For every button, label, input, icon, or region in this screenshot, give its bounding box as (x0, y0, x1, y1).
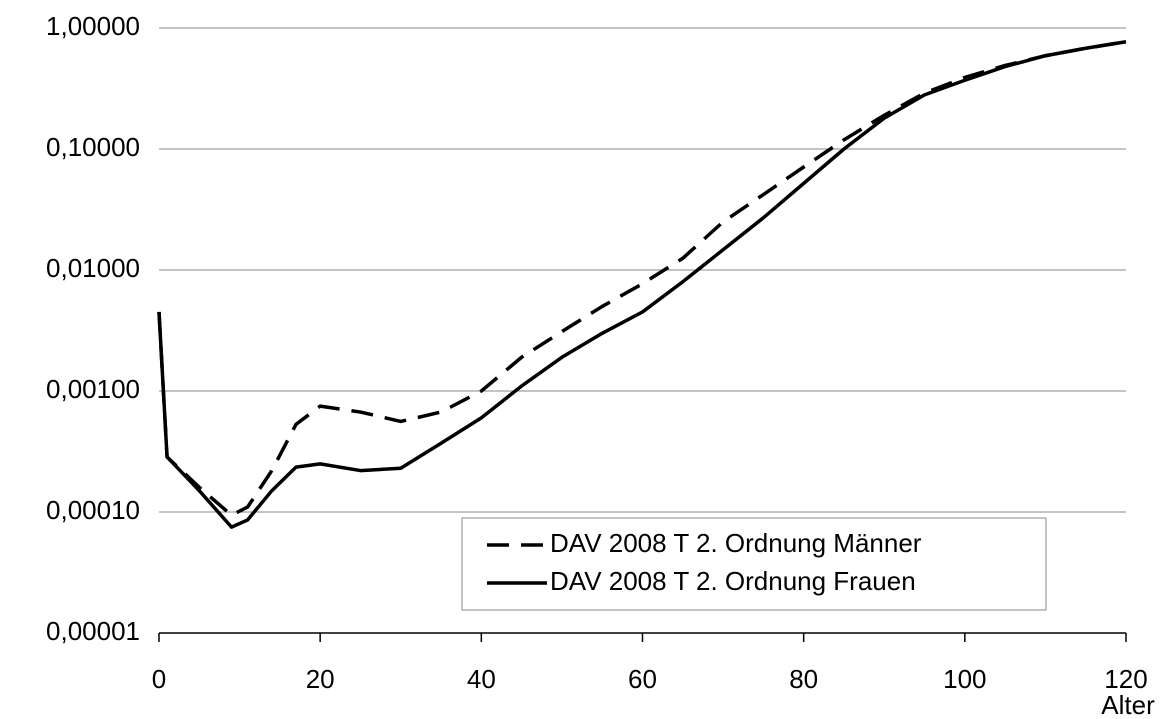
legend-label: DAV 2008 T 2. Ordnung Männer (550, 528, 922, 558)
y-tick-label: 0,00100 (46, 374, 140, 404)
x-tick-label: 80 (789, 664, 818, 694)
y-tick-label: 0,00001 (46, 616, 140, 646)
x-tick-label: 40 (467, 664, 496, 694)
x-tick-label: 100 (943, 664, 986, 694)
x-axis-label: Alter (1101, 690, 1155, 719)
y-tick-label: 1,00000 (46, 11, 140, 41)
series-line (157, 40, 1127, 518)
y-tick-label: 0,10000 (46, 132, 140, 162)
y-tick-label: 0,00010 (46, 495, 140, 525)
y-tick-label: 0,01000 (46, 253, 140, 283)
x-tick-label: 60 (628, 664, 657, 694)
x-tick-label: 20 (306, 664, 335, 694)
series-line (157, 40, 1127, 529)
legend-label: DAV 2008 T 2. Ordnung Frauen (550, 566, 916, 596)
x-tick-label: 0 (152, 664, 166, 694)
legend-box (461, 517, 1047, 611)
x-tick-label: 120 (1104, 664, 1147, 694)
